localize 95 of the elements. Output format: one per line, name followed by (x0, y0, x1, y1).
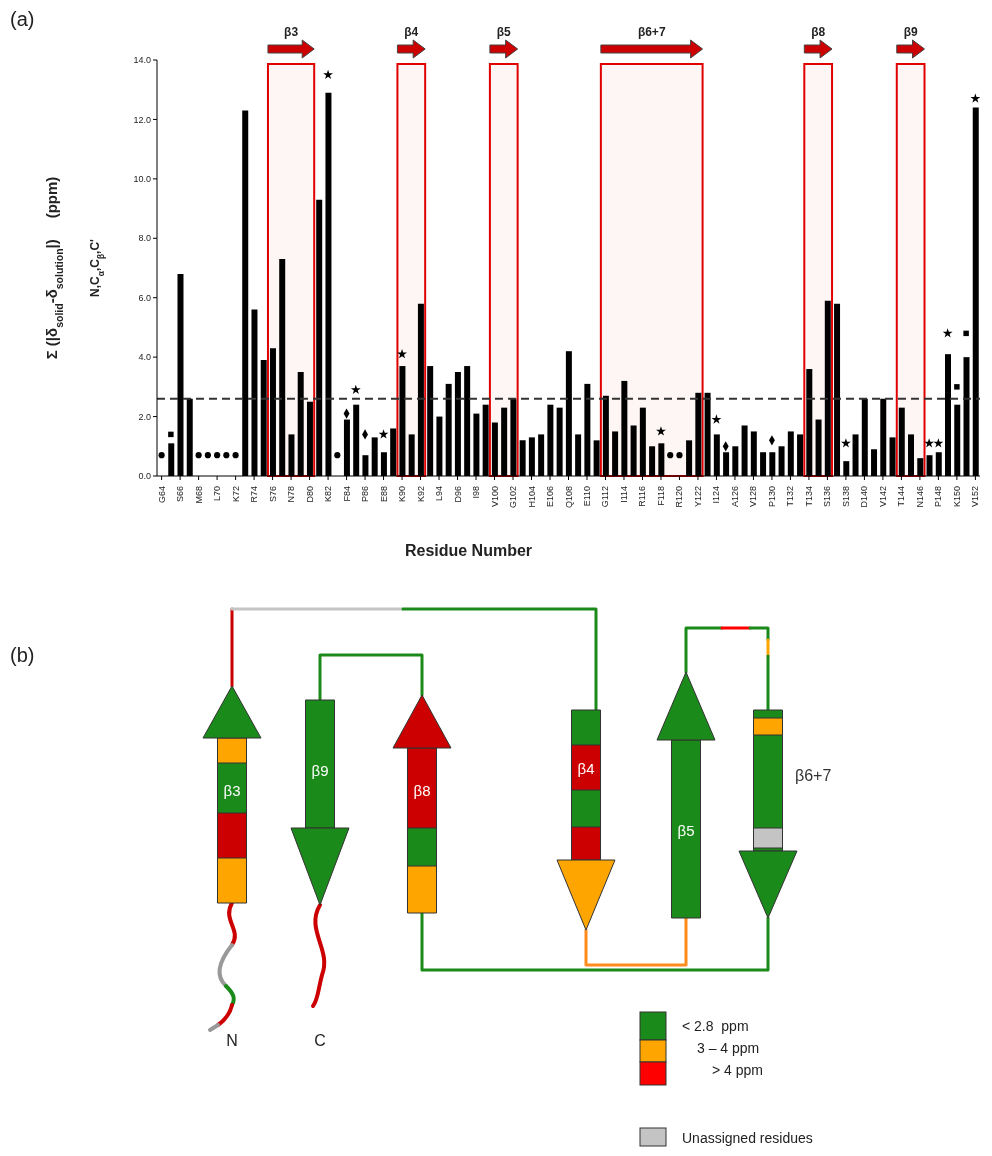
x-tick-label: T132 (785, 486, 796, 507)
x-tick-label: N146 (914, 486, 925, 508)
point (841, 438, 851, 448)
point (378, 429, 389, 439)
text: < 2.8 ppm (682, 1018, 749, 1034)
point (195, 452, 202, 459)
x-tick-label: S76 (267, 486, 278, 503)
text: (b) (10, 644, 35, 666)
text: β8 (413, 782, 431, 799)
text: N (226, 1032, 238, 1049)
x-tick-label: A126 (729, 486, 740, 508)
x-tick-label: G102 (508, 486, 519, 509)
x-tick-label: P86 (360, 486, 371, 503)
x-tick-label: F84 (341, 486, 352, 502)
x-tick-label: N78 (286, 486, 297, 503)
x-tick-label: K150 (951, 486, 962, 508)
band-label: β9 (903, 25, 918, 39)
x-tick-label: Y122 (692, 486, 703, 508)
point (158, 452, 165, 459)
point (954, 384, 960, 390)
text: β9 (311, 762, 329, 779)
x-tick-label: T144 (896, 486, 907, 507)
x-tick-label: S136 (822, 486, 833, 508)
point (963, 330, 969, 337)
x-tick-label: R74 (249, 486, 260, 503)
x-tick-label: D140 (859, 486, 870, 508)
x-tick-label: V100 (489, 486, 500, 508)
y-tick-label: 12.0 (133, 114, 151, 125)
y-tick-label: 10.0 (133, 174, 151, 185)
y-tick-label: 4.0 (138, 352, 151, 363)
text: β5 (677, 822, 695, 839)
x-tick-label: P130 (766, 486, 777, 508)
x-tick-label: H104 (526, 486, 537, 508)
x-tick-label: I98 (471, 486, 482, 499)
x-tick-label: G64 (156, 486, 167, 504)
x-tick-label: V142 (877, 486, 888, 508)
band-label: β6+7 (637, 25, 666, 39)
band-label: β3 (284, 25, 299, 39)
x-tick-label: Q108 (563, 486, 574, 509)
x-tick-label: I114 (618, 486, 629, 503)
band-label: β5 (496, 25, 512, 39)
point (168, 431, 174, 438)
y-tick-label: 0.0 (138, 471, 151, 482)
x-tick-label: L94 (434, 486, 445, 502)
text: 3 – 4 ppm (697, 1040, 760, 1056)
x-tick-label: G112 (600, 486, 611, 508)
text: Unassigned residues (682, 1130, 813, 1146)
x-tick-label: P148 (933, 486, 944, 508)
y-tick-label: 8.0 (138, 233, 151, 244)
point (350, 384, 361, 395)
point (232, 452, 239, 459)
point (223, 452, 230, 459)
text: β4 (577, 760, 595, 777)
x-tick-label: R116 (637, 486, 648, 507)
point (942, 328, 953, 338)
x-tick-label: K92 (415, 486, 426, 503)
x-tick-label: I124 (711, 486, 722, 504)
text: β3 (223, 782, 241, 799)
point (323, 69, 333, 80)
point (924, 438, 935, 448)
x-tick-label: D80 (304, 486, 315, 503)
y-tick-label: 2.0 (138, 411, 151, 422)
point (676, 452, 683, 459)
x-tick-label: F118 (655, 486, 666, 506)
x-tick-label: R120 (674, 486, 685, 508)
x-tick-label: V128 (748, 486, 759, 508)
x-tick-label: M68 (193, 486, 204, 504)
text: β6+7 (795, 767, 832, 784)
x-tick-label: S138 (840, 486, 851, 508)
x-tick-label: E106 (545, 486, 556, 508)
point (334, 452, 341, 459)
x-tick-label: K82 (323, 486, 334, 503)
y-tick-label: 14.0 (133, 55, 151, 66)
x-tick-label: K90 (397, 486, 408, 503)
x-tick-label: E88 (378, 486, 389, 503)
x-tick-label: E110 (581, 486, 592, 507)
y-tick-label: 6.0 (138, 292, 151, 303)
x-tick-label: S66 (175, 486, 186, 503)
point (970, 93, 980, 103)
text: C (314, 1032, 326, 1049)
text: > 4 ppm (712, 1062, 763, 1078)
point (204, 452, 211, 459)
x-tick-label: L70 (212, 486, 223, 502)
x-axis-title: Residue Number (404, 542, 533, 559)
x-tick-label: D96 (452, 486, 463, 503)
point (656, 426, 666, 436)
point (214, 452, 221, 459)
band-label: β8 (811, 25, 826, 39)
point (667, 452, 674, 459)
x-tick-label: T134 (803, 486, 814, 507)
point (711, 414, 722, 424)
band-label: β4 (404, 25, 419, 39)
x-tick-label: V152 (970, 486, 981, 508)
text: (a) (10, 8, 35, 31)
x-tick-label: K72 (230, 486, 241, 503)
